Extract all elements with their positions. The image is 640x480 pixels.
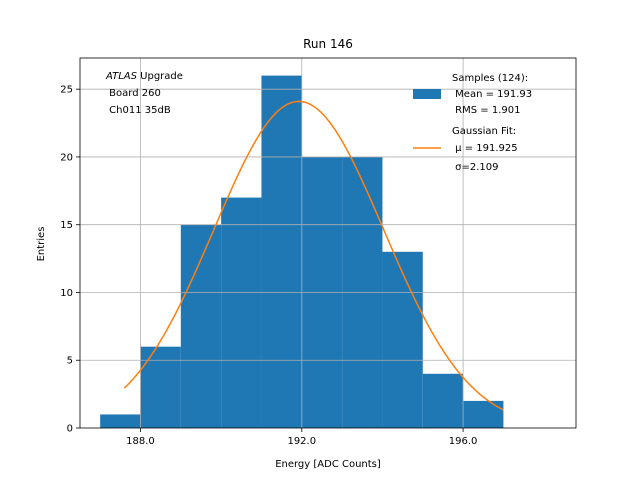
histogram-bar xyxy=(180,224,222,428)
legend-samples-rms: RMS = 1.901 xyxy=(452,105,520,116)
x-tick-label: 192.0 xyxy=(287,436,316,447)
atlas-label: ATLAS xyxy=(105,71,138,82)
atlas-annotation: ATLAS Upgrade Board 260 Ch011 35dB xyxy=(105,71,183,116)
legend-samples-swatch xyxy=(413,89,441,99)
histogram-bar xyxy=(221,197,262,428)
legend-fit-title: Gaussian Fit: xyxy=(452,126,516,137)
svg-text:ATLAS Upgrade: ATLAS Upgrade xyxy=(105,71,183,82)
x-tick-label: 196.0 xyxy=(449,436,478,447)
y-tick-label: 20 xyxy=(60,152,73,163)
y-tick-label: 10 xyxy=(60,288,73,299)
axes-frame xyxy=(79,57,577,429)
y-tick-label: 15 xyxy=(60,220,73,231)
x-tick-label: 188.0 xyxy=(126,436,155,447)
legend-fit-mu: μ = 191.925 xyxy=(452,143,518,154)
histogram-bar xyxy=(382,251,423,428)
upgrade-label: Upgrade xyxy=(137,71,183,82)
board-label: Board 260 xyxy=(106,88,161,99)
plot-area: 188.0 192.0 196.0 0 5 10 15 20 25 xyxy=(60,57,577,447)
y-axis-label: Entries xyxy=(36,227,47,262)
legend-samples-mean: Mean = 191.93 xyxy=(452,89,532,100)
histogram-bar xyxy=(140,346,181,428)
histogram-bar xyxy=(422,373,464,428)
legend: Samples (124): Mean = 191.93 RMS = 1.901… xyxy=(413,73,532,173)
histogram-bar xyxy=(261,75,302,428)
channel-label: Ch011 35dB xyxy=(106,105,171,116)
chart-title: Run 146 xyxy=(303,37,353,51)
y-tick-label: 25 xyxy=(60,85,73,96)
histogram-bar xyxy=(463,400,504,428)
legend-samples-title: Samples (124): xyxy=(452,73,528,84)
y-tick-label: 5 xyxy=(67,356,73,367)
x-axis-label: Energy [ADC Counts] xyxy=(275,459,381,470)
gaussian-fit-curve xyxy=(123,100,504,411)
y-tick-label: 0 xyxy=(67,424,73,435)
histogram-bar xyxy=(100,414,141,428)
legend-fit-sigma: σ=2.109 xyxy=(452,162,499,173)
